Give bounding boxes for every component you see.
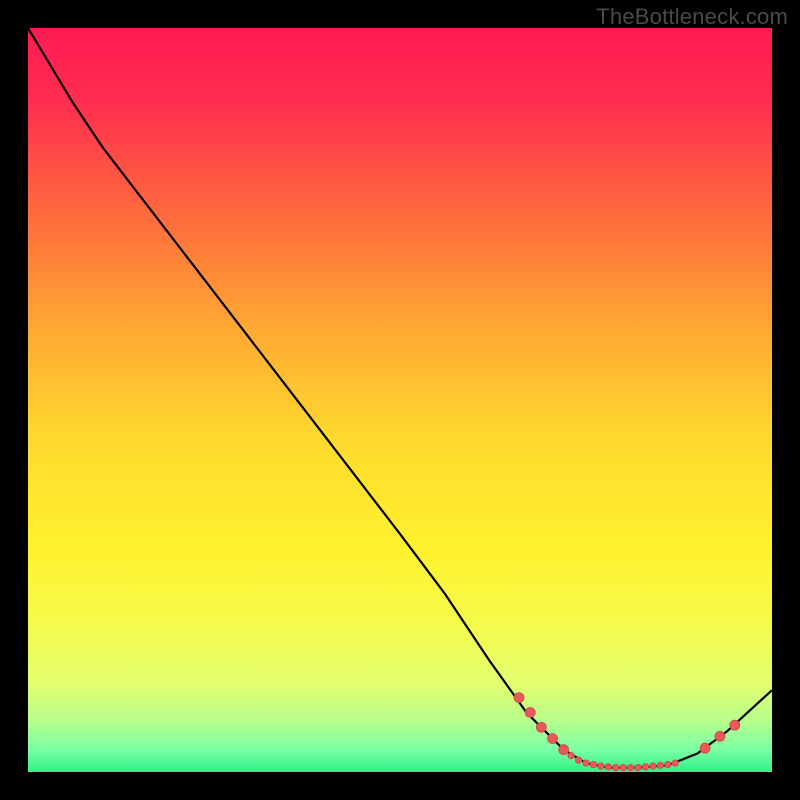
plot-area	[28, 28, 772, 772]
marker-point	[583, 760, 589, 766]
marker-point	[620, 764, 626, 770]
bottleneck-curve	[28, 28, 772, 768]
marker-point	[730, 720, 740, 730]
marker-point	[605, 764, 611, 770]
marker-point	[525, 707, 535, 717]
marker-point	[700, 743, 710, 753]
marker-point	[514, 693, 524, 703]
marker-point	[598, 763, 604, 769]
marker-point	[627, 764, 633, 770]
marker-point	[568, 752, 574, 758]
marker-point	[650, 763, 656, 769]
marker-point	[559, 745, 569, 755]
marker-point	[575, 757, 581, 763]
marker-point	[665, 761, 671, 767]
marker-point	[613, 764, 619, 770]
marker-point	[642, 764, 648, 770]
marker-point	[657, 762, 663, 768]
marker-point	[536, 722, 546, 732]
marker-point	[635, 764, 641, 770]
marker-point	[548, 734, 558, 744]
curve-svg	[28, 28, 772, 772]
marker-point	[672, 760, 678, 766]
marker-point	[715, 731, 725, 741]
marker-point	[590, 761, 596, 767]
marker-group	[514, 693, 740, 771]
watermark-text: TheBottleneck.com	[596, 4, 788, 30]
